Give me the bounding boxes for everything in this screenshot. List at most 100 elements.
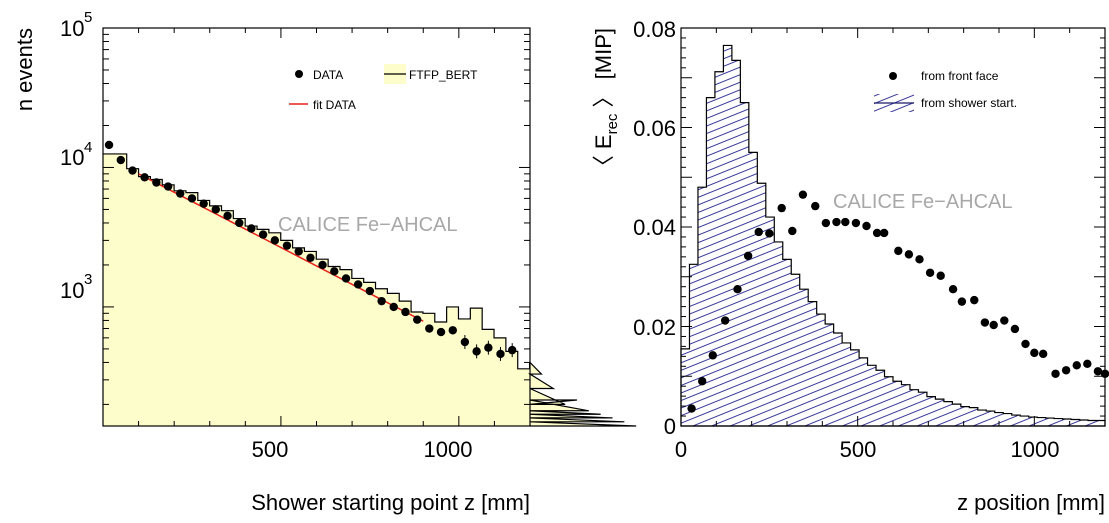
legend-front-face-marker bbox=[889, 72, 897, 80]
right-y-tick-label-006: 0.06 bbox=[633, 116, 676, 141]
right-x-tick-label-1000: 1000 bbox=[1011, 437, 1060, 462]
data-point bbox=[341, 274, 351, 283]
front-face-point bbox=[720, 316, 730, 325]
right-y-tick-label-0: 0 bbox=[664, 414, 676, 439]
front-face-point bbox=[915, 255, 924, 264]
front-face-point bbox=[1038, 349, 1048, 359]
data-point bbox=[330, 267, 339, 276]
front-face-point bbox=[841, 217, 850, 227]
front-face-point bbox=[894, 246, 903, 256]
right-x-axis-title: z position [mm] bbox=[957, 490, 1105, 515]
data-point bbox=[282, 241, 292, 250]
front-face-point bbox=[698, 377, 707, 386]
front-face-point bbox=[1083, 359, 1092, 369]
data-point bbox=[116, 155, 125, 165]
front-face-point bbox=[1010, 324, 1020, 334]
front-face-point bbox=[872, 228, 882, 238]
right-y-tick-label-002: 0.02 bbox=[633, 315, 676, 340]
data-point bbox=[176, 189, 185, 198]
svg-text:3: 3 bbox=[84, 271, 92, 288]
front-face-point bbox=[832, 217, 841, 227]
data-point bbox=[163, 182, 173, 191]
front-face-point bbox=[957, 297, 967, 306]
data-point bbox=[211, 205, 220, 214]
right-x-tick-label-0: 0 bbox=[675, 437, 687, 462]
data-point bbox=[318, 260, 327, 270]
legend-fit-label: fit DATA bbox=[313, 98, 356, 112]
left-y-tick-label-1e5: 10 5 bbox=[60, 9, 92, 41]
shower-start-histogram bbox=[680, 44, 1106, 427]
left-plot-area bbox=[103, 140, 637, 427]
front-face-point bbox=[1051, 369, 1060, 378]
data-point bbox=[365, 286, 375, 296]
data-point bbox=[425, 324, 434, 333]
left-watermark: CALICE Fe−AHCAL bbox=[278, 214, 458, 236]
data-point bbox=[413, 315, 422, 324]
left-y-tick-label-1e3: 10 3 bbox=[60, 271, 92, 303]
svg-text:5: 5 bbox=[84, 9, 92, 26]
left-legend: DATA fit DATA FTFP_BERT bbox=[289, 64, 478, 112]
front-face-point bbox=[798, 190, 808, 199]
front-face-point bbox=[811, 201, 820, 211]
data-point bbox=[401, 307, 410, 317]
right-y-tick-label-004: 0.04 bbox=[633, 215, 676, 240]
front-face-point bbox=[733, 284, 742, 294]
front-face-point bbox=[1061, 366, 1071, 375]
data-point bbox=[235, 218, 244, 228]
svg-text:4: 4 bbox=[84, 139, 92, 156]
front-face-point bbox=[788, 226, 797, 236]
front-face-point bbox=[821, 218, 831, 228]
left-y-tick-label-1e4: 10 4 bbox=[60, 139, 92, 170]
svg-text:10: 10 bbox=[60, 278, 84, 303]
front-face-point bbox=[1000, 316, 1009, 325]
front-face-point bbox=[980, 318, 990, 327]
left-chart: 10 5 10 4 10 3 500 1000 n events Shower … bbox=[12, 9, 637, 515]
data-point bbox=[247, 224, 256, 233]
left-x-tick-label-1000: 1000 bbox=[424, 437, 473, 462]
front-face-point bbox=[765, 229, 774, 238]
data-point bbox=[353, 280, 363, 289]
data-point bbox=[223, 211, 232, 221]
front-face-point bbox=[687, 404, 696, 413]
front-face-point bbox=[970, 295, 979, 305]
left-x-tick-label-500: 500 bbox=[252, 437, 289, 462]
legend-data-label: DATA bbox=[313, 68, 343, 82]
front-face-point bbox=[1072, 361, 1081, 370]
front-face-point bbox=[904, 250, 914, 259]
data-point bbox=[472, 347, 481, 356]
front-face-point bbox=[1093, 367, 1103, 376]
front-face-point bbox=[743, 251, 753, 261]
left-tick-marks bbox=[103, 27, 531, 426]
data-point bbox=[187, 194, 197, 203]
data-point bbox=[270, 236, 280, 245]
data-point bbox=[128, 166, 137, 175]
data-point bbox=[140, 173, 149, 182]
front-face-point bbox=[948, 284, 958, 294]
front-face-point bbox=[851, 218, 861, 228]
data-point bbox=[294, 247, 303, 256]
legend-data-marker bbox=[295, 70, 303, 78]
data-point bbox=[508, 345, 517, 355]
data-point bbox=[258, 230, 268, 239]
front-face-point bbox=[1030, 348, 1039, 358]
front-face-point bbox=[936, 271, 945, 280]
right-y-tick-label-008: 0.08 bbox=[633, 17, 676, 42]
legend-shower-start-label: from shower start. bbox=[921, 96, 1017, 110]
data-point bbox=[436, 327, 446, 337]
right-y-axis-title: 〈 Erec 〉 [MIP] bbox=[591, 28, 621, 177]
front-face-point bbox=[754, 227, 763, 237]
front-face-point bbox=[1021, 339, 1030, 349]
data-point bbox=[484, 343, 493, 352]
data-point bbox=[389, 302, 398, 312]
right-legend: from front face from shower start. bbox=[874, 69, 1017, 112]
mc-histogram-outline bbox=[103, 153, 637, 427]
right-tick-marks bbox=[681, 28, 1106, 426]
svg-text:10: 10 bbox=[60, 16, 84, 41]
data-point bbox=[377, 296, 386, 306]
data-point bbox=[152, 178, 161, 187]
left-y-axis-title: n events bbox=[12, 28, 37, 111]
front-face-point bbox=[708, 351, 717, 360]
data-point bbox=[460, 337, 470, 347]
front-face-point bbox=[989, 320, 998, 330]
